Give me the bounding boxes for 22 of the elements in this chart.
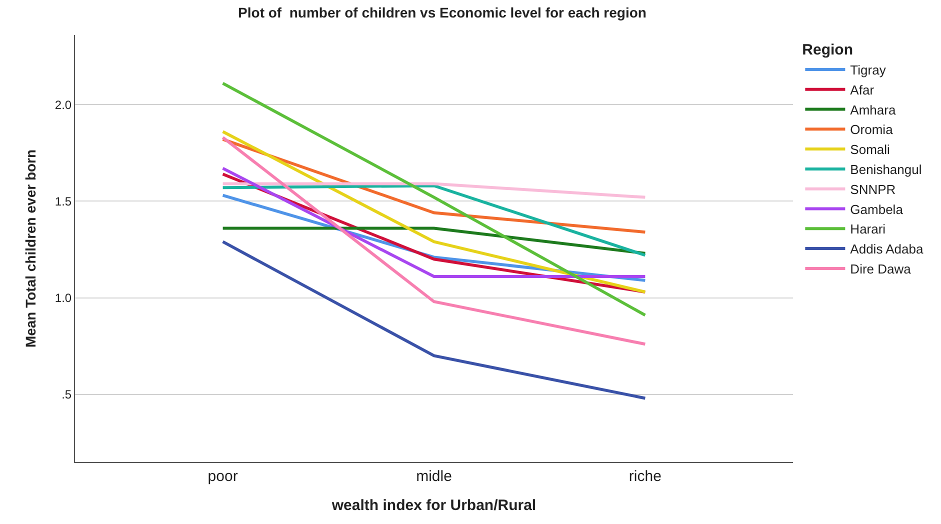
- x-tick-label: poor: [208, 468, 238, 485]
- legend-label: Tigray: [850, 62, 886, 78]
- legend-title: Region: [802, 42, 854, 58]
- legend-label: Oromia: [850, 122, 894, 138]
- legend-label: Benishangul: [850, 162, 922, 178]
- y-axis-title: Mean Total children ever born: [22, 149, 39, 348]
- legend-label: SNNPR: [850, 182, 896, 197]
- y-tick-label: .5: [62, 388, 72, 402]
- legend-label: Harari: [850, 222, 886, 237]
- x-tick-label: midle: [416, 468, 452, 485]
- legend-label: Gambela: [850, 202, 904, 217]
- legend-label: Afar: [850, 82, 875, 98]
- legend-label: Somali: [850, 142, 890, 158]
- legend-label: Addis Adaba: [850, 242, 924, 257]
- legend-label: Dire Dawa: [850, 262, 912, 277]
- y-tick-label: 2.0: [54, 98, 72, 112]
- x-tick-label: riche: [628, 468, 662, 485]
- chart-title: Plot of number of children vs Economic level for each region: [238, 4, 646, 21]
- y-tick-label: 1.0: [54, 290, 72, 305]
- y-tick-label: 1.5: [54, 194, 72, 208]
- x-axis-title: wealth index for Urban/Rural: [330, 497, 536, 514]
- legend-label: Amhara: [850, 102, 896, 118]
